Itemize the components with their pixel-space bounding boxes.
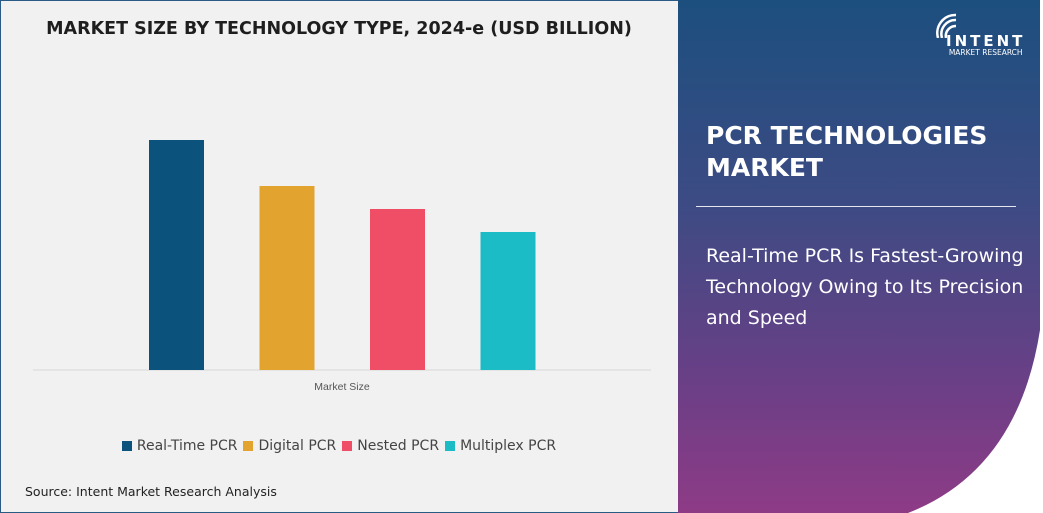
info-panel: [678, 0, 1043, 513]
chart-panel: [0, 0, 678, 513]
legend-item: Digital PCR: [243, 438, 336, 454]
divider: [696, 206, 1016, 207]
signal-icon: [936, 13, 957, 38]
legend-item: Multiplex PCR: [445, 438, 556, 454]
legend-label: Nested PCR: [357, 438, 440, 454]
legend-swatch: [445, 441, 456, 451]
bar-multiplex-pcr: [480, 232, 536, 370]
legend-label: Multiplex PCR: [460, 438, 557, 454]
logo: INTENT MARKET RESEARCH: [932, 12, 1025, 57]
legend-item: Real-Time PCR: [121, 438, 238, 454]
logo-name: INTENT: [946, 32, 1026, 50]
x-axis-label: Market Size: [314, 381, 370, 393]
legend-label: Digital PCR: [258, 438, 337, 454]
report-subtitle: Real-Time PCR Is Fastest-Growing Technol…: [706, 245, 1024, 329]
legend-swatch: [243, 441, 254, 451]
bar-nested-pcr: [370, 209, 425, 370]
legend: Real-Time PCR Digital PCR Nested PCR Multip…: [0, 438, 678, 455]
legend-item: Nested PCR: [342, 438, 439, 454]
bar-digital-pcr: [259, 186, 315, 370]
chart-title: MARKET SIZE BY TECHNOLOGY TYPE, 2024-e (…: [46, 19, 632, 39]
legend-swatch: [121, 441, 132, 451]
report-title: PCR TECHNOLOGIES MARKET: [706, 121, 988, 182]
bar-chart: Market Size: [33, 140, 651, 393]
legend-swatch: [342, 441, 353, 451]
legend-label: Real-Time PCR: [136, 438, 238, 454]
source-note: Source: Intent Market Research Analysis: [25, 484, 277, 499]
bar-real-time-pcr: [149, 140, 204, 370]
logo-tagline: MARKET RESEARCH: [948, 48, 1023, 57]
